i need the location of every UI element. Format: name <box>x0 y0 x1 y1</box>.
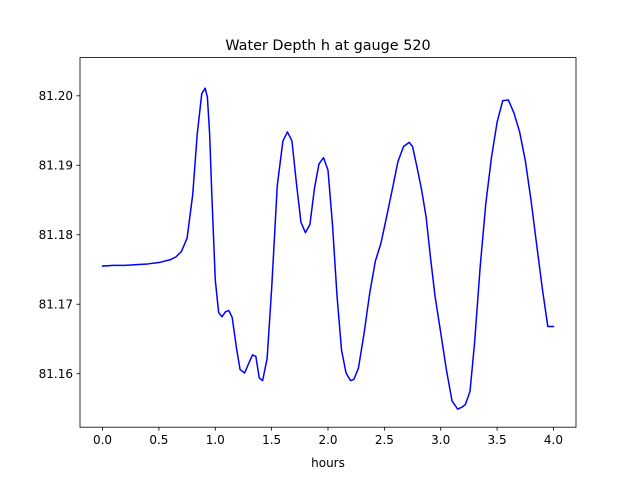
y-tick-label: 81.20 <box>39 89 73 103</box>
x-tick-label: 4.0 <box>544 433 563 447</box>
y-tick-label: 81.16 <box>39 367 73 381</box>
x-tick-label: 1.0 <box>206 433 225 447</box>
chart-title: Water Depth h at gauge 520 <box>225 38 430 54</box>
x-axis: 0.0 0.5 1.0 1.5 2.0 2.5 3.0 3.5 4.0 <box>93 427 563 447</box>
y-tick-label: 81.18 <box>39 228 73 242</box>
y-tick-label: 81.17 <box>39 297 73 311</box>
x-tick-label: 3.0 <box>431 433 450 447</box>
x-axis-label: hours <box>311 456 345 470</box>
x-tick-label: 2.5 <box>375 433 394 447</box>
plot-area <box>101 87 555 410</box>
x-tick-label: 1.5 <box>262 433 281 447</box>
y-tick-label: 81.19 <box>39 158 73 172</box>
y-axis: 81.16 81.17 81.18 81.19 81.20 <box>39 89 80 381</box>
x-tick-label: 0.0 <box>93 433 112 447</box>
x-tick-label: 2.0 <box>318 433 337 447</box>
series-line-0 <box>101 87 555 410</box>
x-tick-label: 3.5 <box>488 433 507 447</box>
axes-frame <box>79 57 577 428</box>
x-tick-label: 0.5 <box>149 433 168 447</box>
